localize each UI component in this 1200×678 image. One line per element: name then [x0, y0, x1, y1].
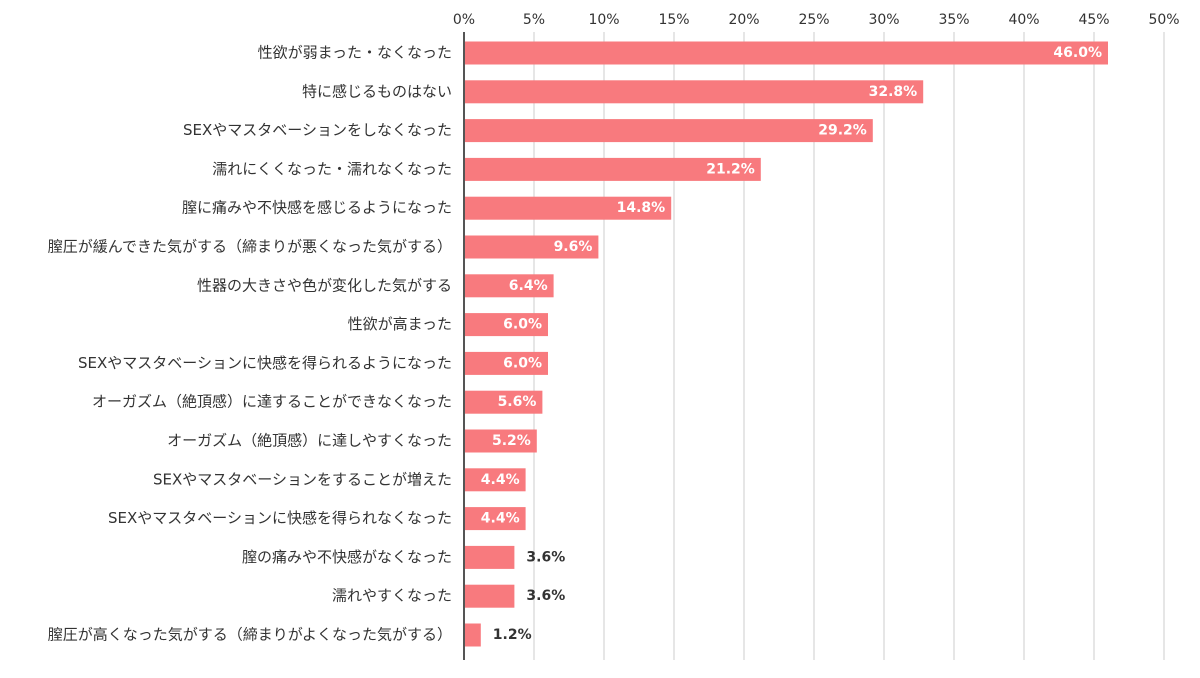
bar	[464, 157, 761, 181]
category-label: 濡れにくくなった・濡れなくなった	[212, 160, 452, 178]
x-axis-ticks: 0% 5% 10% 15% 20% 25% 30% 35% 40% 45% 50%	[453, 12, 1180, 28]
category-label: SEXやマスタベーションに快感を得られるようになった	[78, 354, 452, 372]
bar	[464, 351, 548, 375]
data-label: 29.2%	[818, 123, 867, 139]
data-label: 46.0%	[1053, 45, 1102, 61]
category-label: SEXやマスタベーションをしなくなった	[183, 121, 452, 139]
value-labels: 46.0% 32.8% 29.2% 21.2% 14.8% 9.6% 6.4% 6.0% 6.0…	[481, 45, 1102, 643]
x-tick-label: 45%	[1078, 12, 1109, 28]
bar	[464, 623, 481, 647]
category-label: 濡れやすくなった	[332, 587, 452, 605]
category-label: 膣圧が高くなった気がする（締まりがよくなった気がする）	[48, 626, 452, 644]
category-label: オーガズム（絶頂感）に達することができなくなった	[92, 393, 452, 411]
category-label: 特に感じるものはない	[302, 82, 452, 100]
data-label: 5.6%	[498, 394, 537, 410]
data-label: 14.8%	[617, 200, 666, 216]
x-tick-label: 10%	[588, 12, 619, 28]
bar	[464, 429, 537, 453]
x-tick-label: 40%	[1008, 12, 1039, 28]
bar	[464, 468, 526, 492]
x-tick-label: 20%	[728, 12, 759, 28]
bar	[464, 507, 526, 531]
data-label: 32.8%	[869, 84, 918, 100]
bars	[464, 41, 1108, 647]
data-label: 5.2%	[492, 433, 531, 449]
x-tick-label: 35%	[938, 12, 969, 28]
data-label: 6.0%	[503, 317, 542, 333]
data-label: 4.4%	[481, 511, 520, 527]
data-label: 6.0%	[503, 355, 542, 371]
x-tick-label: 50%	[1148, 12, 1179, 28]
x-tick-label: 30%	[868, 12, 899, 28]
bar	[464, 196, 672, 220]
category-label: 膣に痛みや不快感を感じるようになった	[182, 199, 452, 217]
bar	[464, 80, 924, 104]
category-label: SEXやマスタベーションに快感を得られなくなった	[108, 509, 452, 527]
category-label: オーガズム（絶頂感）に達しやすくなった	[167, 432, 452, 450]
x-tick-label: 0%	[453, 12, 475, 28]
bar	[464, 584, 515, 608]
data-label: 21.2%	[706, 161, 755, 177]
data-label: 3.6%	[526, 549, 565, 565]
category-label: 性器の大きさや色が変化した気がする	[197, 276, 452, 294]
category-label: 性欲が弱まった・なくなった	[258, 44, 452, 62]
bar	[464, 274, 554, 298]
bar	[464, 390, 543, 414]
category-label: 膣の痛みや不快感がなくなった	[242, 548, 452, 566]
data-label: 4.4%	[481, 472, 520, 488]
bar	[464, 41, 1108, 65]
category-label: 膣圧が緩んできた気がする（締まりが悪くなった気がする）	[48, 238, 452, 256]
x-tick-label: 5%	[523, 12, 545, 28]
x-tick-label: 15%	[658, 12, 689, 28]
bar	[464, 313, 548, 337]
data-label: 1.2%	[493, 627, 532, 643]
data-label: 3.6%	[526, 588, 565, 604]
x-tick-label: 25%	[798, 12, 829, 28]
bar	[464, 545, 515, 569]
category-label: SEXやマスタベーションをすることが増えた	[153, 470, 452, 488]
category-label: 性欲が高まった	[348, 315, 452, 333]
data-label: 9.6%	[554, 239, 593, 255]
data-label: 6.4%	[509, 278, 548, 294]
bar	[464, 119, 873, 143]
bar	[464, 235, 599, 259]
